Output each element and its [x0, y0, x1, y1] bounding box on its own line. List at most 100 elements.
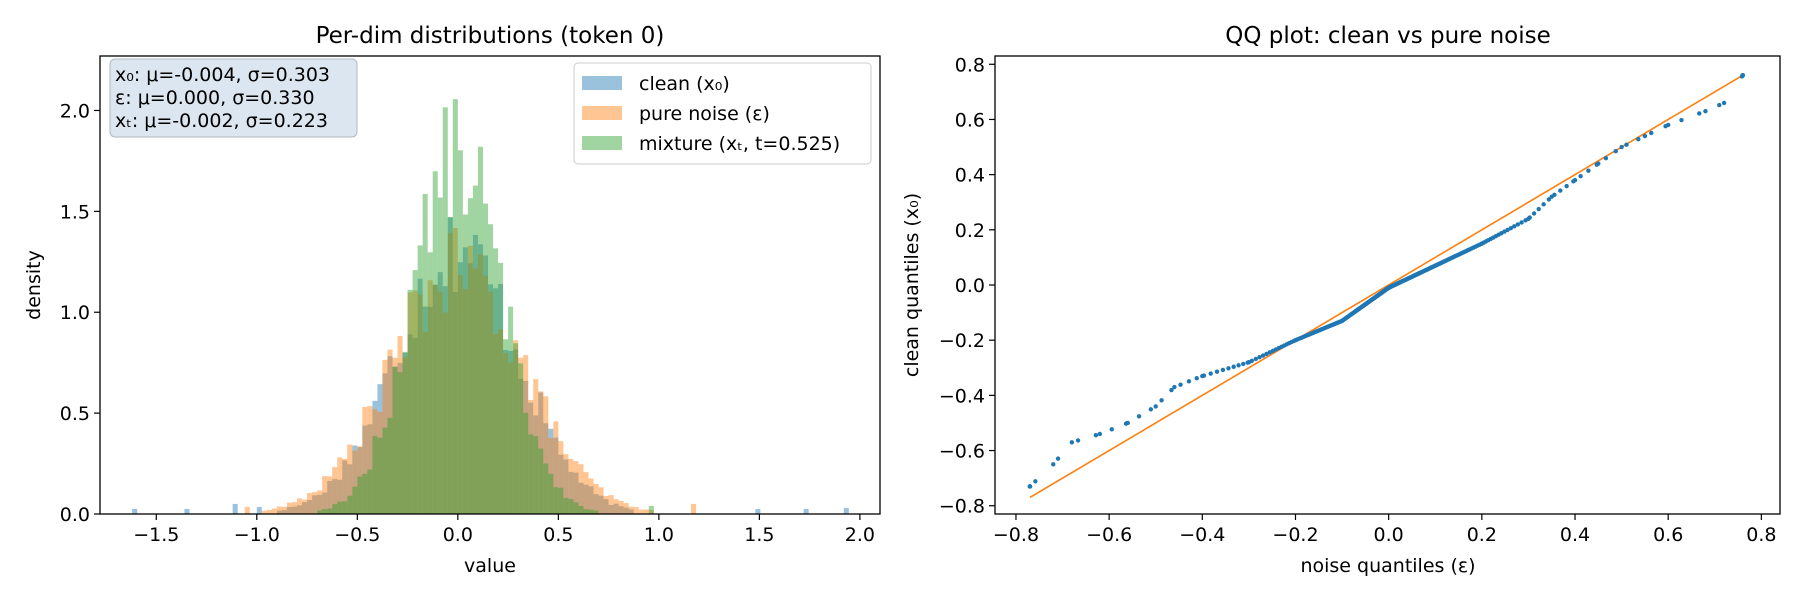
qq-point [1703, 109, 1707, 113]
hist-bar [473, 186, 478, 514]
hist-bar [468, 198, 473, 514]
qq-point [1541, 202, 1545, 206]
hist-bar [583, 509, 588, 514]
x-tick-label: −1.5 [133, 524, 179, 546]
y-tick-label: 1.0 [60, 302, 90, 324]
qq-point [1200, 374, 1204, 378]
y-tick-label: −0.4 [939, 385, 985, 407]
hist-bar [433, 171, 438, 514]
x-tick-label: 0.8 [1746, 524, 1776, 546]
hist-bar [619, 501, 624, 514]
hist-bar [844, 508, 849, 514]
hist-bar [233, 504, 238, 514]
qq-point [1340, 319, 1344, 323]
hist-bar [463, 215, 468, 514]
x-tick-label: 1.5 [744, 524, 774, 546]
qq-point [1221, 368, 1225, 372]
hist-bar [483, 204, 488, 514]
hist-bar [649, 506, 654, 514]
hist-bar [438, 198, 443, 514]
qq-point [1254, 357, 1258, 361]
qq-point [1226, 366, 1230, 370]
hist-bar [297, 498, 302, 514]
qq-point [1516, 222, 1520, 226]
qq-point [1209, 371, 1213, 375]
x-tick-label: 0.2 [1467, 524, 1497, 546]
y-tick-label: 2.0 [60, 100, 90, 122]
hist-bar [443, 107, 448, 514]
qq-point [1386, 286, 1390, 290]
histogram-x-ticks: −1.5 −1.0 −0.5 0.0 0.5 1.0 1.5 2.0 [133, 514, 875, 546]
hist-bar [523, 413, 528, 514]
x-tick-label: 1.0 [644, 524, 674, 546]
y-tick-label: −0.6 [939, 441, 985, 463]
hist-bar [357, 476, 362, 514]
hist-bar [387, 418, 392, 514]
qq-point [1215, 369, 1219, 373]
hist-bar [573, 502, 578, 514]
qq-point [1094, 433, 1098, 437]
x-tick-label: 0.5 [543, 524, 573, 546]
legend-swatch-clean [582, 76, 622, 90]
histogram-title: Per-dim distributions (token 0) [316, 23, 665, 49]
hist-bar [508, 307, 513, 514]
qq-point [1624, 143, 1628, 147]
hist-bar [639, 510, 644, 514]
hist-bar [292, 502, 297, 514]
hist-bar [277, 507, 282, 514]
hist-bar [322, 509, 327, 514]
y-tick-label: 0.6 [955, 109, 985, 131]
qq-point [1532, 211, 1536, 215]
x-tick-label: 0.4 [1560, 524, 1590, 546]
x-tick-label: −0.8 [993, 524, 1039, 546]
x-tick-label: −0.2 [1272, 524, 1318, 546]
qq-point [1178, 382, 1182, 386]
qq-panel: QQ plot: clean vs pure noise −0.8 −0.6 −0.… [901, 23, 1780, 577]
hist-bar [337, 502, 342, 514]
hist-bar [578, 506, 583, 514]
y-tick-label: 0.4 [955, 165, 985, 187]
hist-bar [629, 507, 634, 514]
hist-bar [583, 472, 588, 514]
qq-point [1573, 178, 1577, 182]
hist-bar [327, 476, 332, 514]
hist-bar [804, 509, 809, 514]
qq-title: QQ plot: clean vs pure noise [1225, 23, 1551, 49]
qq-point [1241, 362, 1245, 366]
x-tick-label: 2.0 [845, 524, 875, 546]
qq-point [1666, 123, 1670, 127]
y-tick-label: 1.5 [60, 201, 90, 223]
hist-bar [257, 507, 262, 514]
qq-x-label: noise quantiles (ε) [1300, 555, 1475, 577]
hist-bar [377, 438, 382, 514]
y-tick-label: 0.0 [60, 504, 90, 526]
x-tick-label: −0.5 [334, 524, 380, 546]
qq-point [1187, 379, 1191, 383]
hist-bar [548, 474, 553, 514]
hist-bar [287, 503, 292, 514]
qq-y-ticks: −0.8−0.6−0.4−0.20.00.20.40.60.8 [939, 54, 995, 517]
qq-x-ticks: −0.8 −0.6 −0.4 −0.2 0.0 0.2 0.4 0.6 0.8 [993, 514, 1777, 546]
qq-point [1619, 145, 1623, 149]
hist-bar [352, 487, 357, 514]
qq-point [1154, 404, 1158, 408]
qq-point [1649, 131, 1653, 135]
x-tick-label: 0.0 [443, 524, 473, 546]
hist-bar [493, 248, 498, 514]
qq-point [1033, 479, 1037, 483]
hist-bar [448, 217, 453, 514]
hist-bar [302, 500, 307, 514]
hist-bar [403, 352, 408, 514]
qq-points [1028, 73, 1745, 488]
stats-box: x₀: μ=-0.004, σ=0.303 ε: μ=0.000, σ=0.33… [110, 59, 357, 137]
hist-bar [594, 484, 599, 514]
qq-point [1051, 462, 1055, 466]
hist-bar [543, 464, 548, 514]
y-tick-label: −0.2 [939, 330, 985, 352]
x-tick-label: −0.4 [1179, 524, 1225, 546]
hist-bar [609, 495, 614, 514]
qq-point [1537, 207, 1541, 211]
hist-bar [755, 509, 760, 514]
hist-bar [604, 496, 609, 514]
